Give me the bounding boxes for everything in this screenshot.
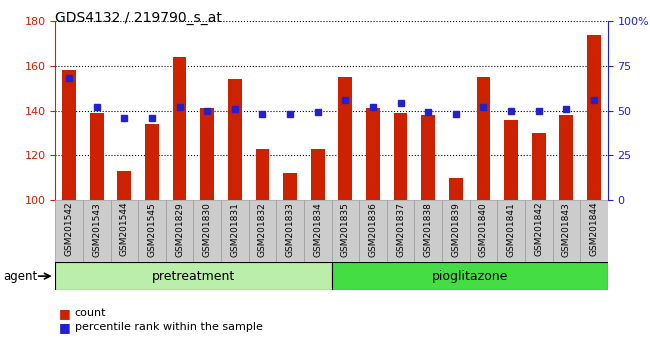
Text: GSM201834: GSM201834 <box>313 202 322 257</box>
Text: GSM201838: GSM201838 <box>424 202 433 257</box>
Text: GSM201833: GSM201833 <box>285 202 294 257</box>
Bar <box>248 200 276 262</box>
Text: GSM201837: GSM201837 <box>396 202 405 257</box>
Text: GSM201830: GSM201830 <box>203 202 212 257</box>
Text: GSM201832: GSM201832 <box>258 202 267 257</box>
Text: GSM201542: GSM201542 <box>64 202 73 257</box>
Text: ■: ■ <box>58 321 70 334</box>
Bar <box>62 70 76 200</box>
Text: GSM201543: GSM201543 <box>92 202 101 257</box>
Bar <box>145 124 159 200</box>
Bar <box>504 120 518 200</box>
Bar <box>55 200 83 262</box>
Text: pioglitazone: pioglitazone <box>432 270 508 282</box>
Bar <box>469 200 497 262</box>
Text: GSM201842: GSM201842 <box>534 202 543 257</box>
Text: GSM201831: GSM201831 <box>230 202 239 257</box>
Bar <box>580 200 608 262</box>
Text: agent: agent <box>3 270 38 282</box>
Text: GSM201841: GSM201841 <box>506 202 515 257</box>
Text: GSM201844: GSM201844 <box>590 202 599 257</box>
Bar <box>111 200 138 262</box>
Bar <box>200 108 214 200</box>
Text: GSM201836: GSM201836 <box>369 202 378 257</box>
Bar <box>283 173 297 200</box>
Text: percentile rank within the sample: percentile rank within the sample <box>75 322 263 332</box>
Text: GSM201544: GSM201544 <box>120 202 129 257</box>
Bar <box>476 77 490 200</box>
Bar <box>449 178 463 200</box>
Bar <box>387 200 415 262</box>
Bar <box>421 115 435 200</box>
Text: GSM201545: GSM201545 <box>148 202 157 257</box>
Bar <box>228 79 242 200</box>
Text: GSM201829: GSM201829 <box>175 202 184 257</box>
Bar <box>442 200 469 262</box>
Bar <box>194 200 221 262</box>
Text: GSM201840: GSM201840 <box>479 202 488 257</box>
Bar <box>332 262 608 290</box>
Bar <box>83 200 111 262</box>
Bar <box>304 200 332 262</box>
Text: count: count <box>75 308 106 318</box>
Bar <box>166 200 194 262</box>
Bar <box>497 200 525 262</box>
Bar <box>359 200 387 262</box>
Bar <box>55 262 332 290</box>
Text: GDS4132 / 219790_s_at: GDS4132 / 219790_s_at <box>55 11 222 25</box>
Text: GSM201843: GSM201843 <box>562 202 571 257</box>
Bar <box>339 77 352 200</box>
Bar <box>255 149 269 200</box>
Bar <box>276 200 304 262</box>
Bar <box>221 200 248 262</box>
Bar <box>532 133 545 200</box>
Bar <box>366 108 380 200</box>
Bar <box>311 149 324 200</box>
Text: GSM201835: GSM201835 <box>341 202 350 257</box>
Bar <box>415 200 442 262</box>
Bar <box>138 200 166 262</box>
Bar <box>90 113 103 200</box>
Bar <box>173 57 187 200</box>
Bar <box>560 115 573 200</box>
Bar <box>552 200 580 262</box>
Text: ■: ■ <box>58 307 70 320</box>
Text: GSM201839: GSM201839 <box>451 202 460 257</box>
Bar <box>525 200 552 262</box>
Bar <box>587 35 601 200</box>
Bar <box>332 200 359 262</box>
Bar <box>394 113 408 200</box>
Bar <box>118 171 131 200</box>
Text: pretreatment: pretreatment <box>151 270 235 282</box>
